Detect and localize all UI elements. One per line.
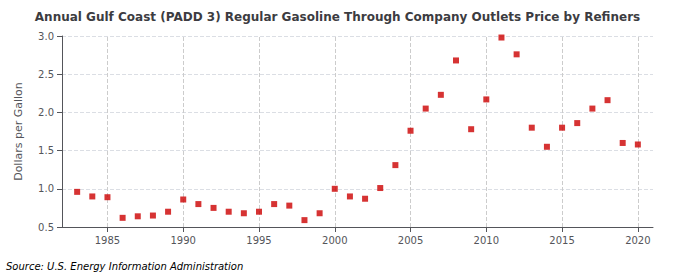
svg-text:0.5: 0.5	[38, 222, 54, 233]
svg-text:2.0: 2.0	[38, 107, 54, 118]
svg-text:Dollars per Gallon: Dollars per Gallon	[12, 82, 25, 181]
svg-text:1.5: 1.5	[38, 145, 54, 156]
svg-text:Source: U.S. Energy Informatio: Source: U.S. Energy Information Administ…	[6, 261, 243, 272]
svg-text:1.0: 1.0	[38, 183, 54, 194]
svg-text:1990: 1990	[171, 235, 196, 246]
svg-text:2.5: 2.5	[38, 69, 54, 80]
svg-text:Annual Gulf Coast (PADD 3) Reg: Annual Gulf Coast (PADD 3) Regular Gasol…	[35, 10, 640, 24]
svg-text:2015: 2015	[549, 235, 574, 246]
svg-text:2000: 2000	[322, 235, 347, 246]
svg-text:2010: 2010	[474, 235, 499, 246]
svg-text:3.0: 3.0	[38, 31, 54, 42]
svg-text:1985: 1985	[95, 235, 120, 246]
svg-text:2005: 2005	[398, 235, 423, 246]
svg-text:2020: 2020	[625, 235, 650, 246]
svg-text:1995: 1995	[246, 235, 271, 246]
